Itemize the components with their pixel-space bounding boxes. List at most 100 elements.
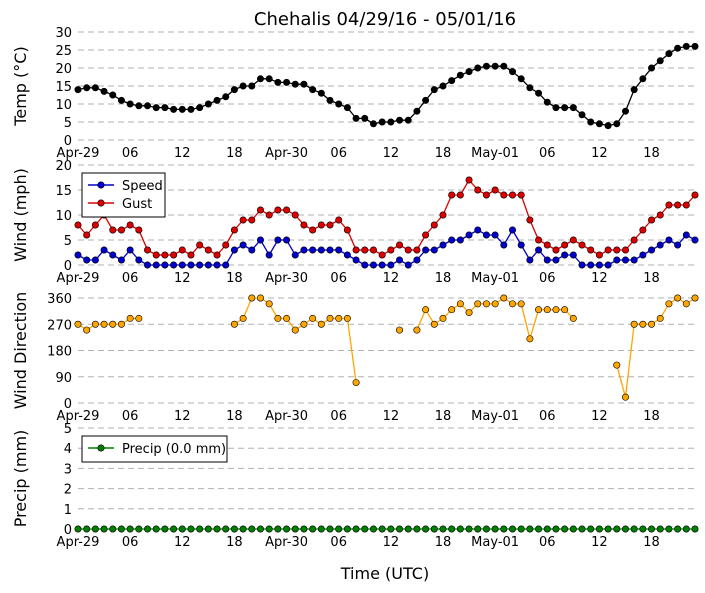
data-point <box>422 246 430 254</box>
data-point <box>604 261 612 269</box>
y-tick-label: 180 <box>47 345 72 360</box>
data-point <box>422 96 430 104</box>
data-point <box>465 68 473 76</box>
data-point <box>526 216 534 224</box>
data-point <box>317 320 325 328</box>
data-point <box>387 246 395 254</box>
data-point <box>300 221 308 229</box>
data-point <box>317 246 325 254</box>
series-gust <box>74 176 699 259</box>
data-point <box>648 525 656 533</box>
x-tick-label: 12 <box>591 409 608 424</box>
data-point <box>552 525 560 533</box>
data-point <box>569 104 577 112</box>
x-tick-label: 06 <box>539 535 556 550</box>
y-axis-label: Temp (°C) <box>11 46 30 126</box>
data-point <box>569 236 577 244</box>
x-tick-label: 12 <box>174 271 191 286</box>
data-point <box>265 211 273 219</box>
x-tick-label: May-01 <box>471 409 519 424</box>
data-point <box>100 320 108 328</box>
x-tick-label: 06 <box>330 271 347 286</box>
data-point <box>595 251 603 259</box>
data-point <box>422 231 430 239</box>
data-point <box>378 261 386 269</box>
data-point <box>595 261 603 269</box>
data-point <box>482 191 490 199</box>
data-point <box>378 251 386 259</box>
data-point <box>439 82 447 90</box>
data-point <box>196 104 204 112</box>
data-point <box>639 251 647 259</box>
x-tick-label: 12 <box>383 271 400 286</box>
data-point <box>569 525 577 533</box>
data-point <box>682 300 690 308</box>
data-point <box>621 256 629 264</box>
data-point <box>170 525 178 533</box>
data-point <box>369 120 377 128</box>
y-tick-label: 4 <box>64 442 72 457</box>
data-point <box>413 326 421 334</box>
x-tick-label: 12 <box>383 146 400 161</box>
data-point <box>283 314 291 322</box>
data-point <box>170 261 178 269</box>
x-tick-label: 12 <box>174 535 191 550</box>
y-tick-label: 5 <box>64 422 72 437</box>
data-point <box>213 525 221 533</box>
data-point <box>109 320 117 328</box>
data-point <box>474 300 482 308</box>
x-tick-label: 18 <box>643 146 660 161</box>
data-point <box>613 361 621 369</box>
data-point <box>500 191 508 199</box>
data-point <box>621 107 629 115</box>
data-point <box>117 320 125 328</box>
data-point <box>91 84 99 92</box>
data-point <box>74 251 82 259</box>
data-point <box>343 314 351 322</box>
data-point <box>335 246 343 254</box>
data-point <box>404 246 412 254</box>
x-tick-label: 06 <box>539 271 556 286</box>
data-point <box>552 256 560 264</box>
data-point <box>500 241 508 249</box>
legend-box <box>81 435 228 463</box>
x-tick-label: 12 <box>591 146 608 161</box>
data-point <box>126 246 134 254</box>
data-point <box>152 261 160 269</box>
data-point <box>352 114 360 122</box>
data-point <box>613 246 621 254</box>
x-tick-label: 18 <box>435 271 452 286</box>
data-point <box>74 86 82 94</box>
data-point <box>595 120 603 128</box>
data-point <box>326 525 334 533</box>
data-point <box>569 314 577 322</box>
data-point <box>74 525 82 533</box>
data-point <box>569 251 577 259</box>
data-point <box>204 246 212 254</box>
data-point <box>117 525 125 533</box>
data-point <box>474 226 482 234</box>
data-point <box>144 261 152 269</box>
data-point <box>639 320 647 328</box>
data-point <box>439 525 447 533</box>
data-point <box>335 216 343 224</box>
figure-title: Chehalis 04/29/16 - 05/01/16 <box>254 9 516 30</box>
data-point <box>239 525 247 533</box>
data-point <box>509 525 517 533</box>
series-wind_direction-0 <box>74 294 699 401</box>
x-tick-label: 06 <box>539 146 556 161</box>
data-point <box>291 251 299 259</box>
y-tick-label: 1 <box>64 503 72 518</box>
x-tick-label: 06 <box>122 409 139 424</box>
data-point <box>309 86 317 94</box>
data-point <box>291 525 299 533</box>
data-point <box>117 96 125 104</box>
data-point <box>309 525 317 533</box>
legend-label: Speed <box>122 179 163 194</box>
data-point <box>152 251 160 259</box>
series-line <box>616 297 696 398</box>
data-point <box>430 525 438 533</box>
data-point <box>552 306 560 314</box>
x-tick-label: 12 <box>591 271 608 286</box>
